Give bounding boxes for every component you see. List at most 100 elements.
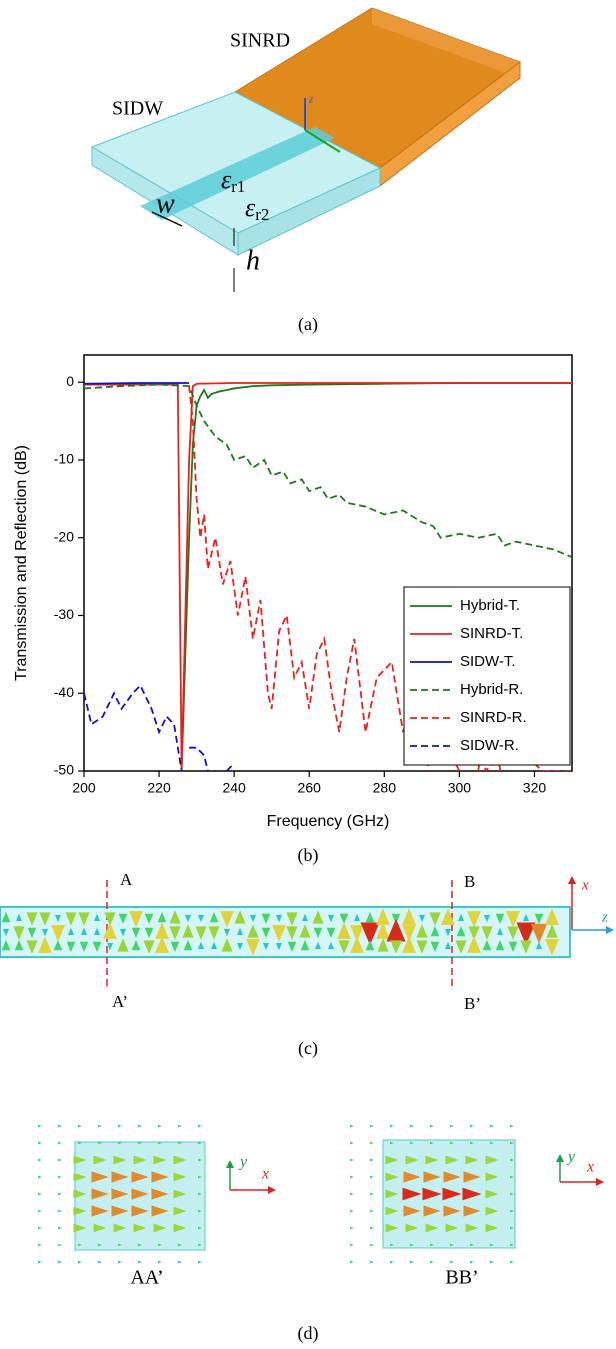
field-arrow bbox=[178, 1260, 182, 1264]
field-arrow bbox=[73, 1223, 87, 1233]
field-arrow bbox=[370, 1192, 374, 1196]
field-arrow bbox=[360, 922, 380, 946]
field-arrow bbox=[39, 912, 51, 926]
x-tick-label: 200 bbox=[72, 780, 96, 796]
field-arrow bbox=[151, 1171, 169, 1183]
label-sinrd: SINRD bbox=[230, 30, 290, 52]
field-arrow bbox=[545, 908, 559, 925]
field-arrow bbox=[386, 918, 406, 942]
field-arrow bbox=[27, 927, 37, 939]
field-arrow bbox=[169, 926, 181, 940]
field-arrow bbox=[113, 1223, 127, 1233]
axis-label: y bbox=[566, 1149, 576, 1166]
legend-label: SIDW-R. bbox=[460, 737, 519, 754]
field-arrow bbox=[468, 926, 480, 940]
field-arrow bbox=[490, 1260, 494, 1264]
field-arrow bbox=[58, 1260, 62, 1264]
field-arrow bbox=[185, 915, 191, 923]
axis-label: z bbox=[308, 94, 314, 106]
field-arrow bbox=[208, 926, 220, 940]
field-arrow bbox=[510, 1141, 514, 1145]
field-arrow bbox=[485, 1223, 499, 1233]
field-arrow bbox=[445, 1223, 459, 1233]
field-arrow bbox=[390, 1260, 394, 1264]
field-arrow bbox=[81, 927, 87, 935]
field-arrow bbox=[118, 1260, 122, 1264]
field-arrow bbox=[58, 1243, 62, 1247]
field-arrow bbox=[173, 1206, 187, 1216]
field-arrow bbox=[93, 1155, 107, 1165]
field-arrow bbox=[423, 1171, 441, 1183]
field-arrow bbox=[104, 912, 116, 926]
field-arrow bbox=[158, 1243, 162, 1247]
field-arrow bbox=[26, 912, 38, 926]
field-arrow bbox=[299, 924, 311, 938]
field-arrow bbox=[209, 911, 219, 923]
field-arrow bbox=[510, 1158, 514, 1162]
field-arrow bbox=[198, 1209, 202, 1213]
field-arrow bbox=[315, 941, 321, 949]
field-arrow bbox=[263, 943, 269, 951]
field-arrow bbox=[443, 1171, 461, 1183]
field-arrow bbox=[38, 1243, 42, 1247]
field-arrow bbox=[465, 1223, 479, 1233]
series-line bbox=[84, 383, 572, 559]
field-arrow bbox=[508, 941, 518, 953]
field-arrow bbox=[510, 1226, 514, 1230]
field-arrow bbox=[337, 922, 351, 939]
y-tick-label: 0 bbox=[66, 373, 74, 389]
field-arrow bbox=[276, 943, 282, 951]
field-arrow bbox=[157, 911, 167, 923]
field-arrow bbox=[131, 939, 141, 951]
field-arrow bbox=[338, 940, 350, 954]
field-arrow bbox=[261, 913, 271, 925]
field-arrow bbox=[385, 1206, 399, 1216]
field-arrow bbox=[365, 939, 375, 951]
field-arrow bbox=[94, 927, 100, 935]
label-h: h bbox=[246, 245, 260, 276]
legend-label: SIDW-T. bbox=[460, 653, 516, 670]
field-arrow bbox=[111, 1205, 129, 1217]
label-sidw: SIDW bbox=[112, 98, 163, 120]
field-arrow bbox=[516, 922, 536, 946]
field-arrow bbox=[430, 1141, 434, 1145]
field-arrow bbox=[510, 1260, 514, 1264]
field-arrow bbox=[536, 941, 542, 949]
axis-label: x bbox=[586, 1159, 594, 1176]
field-arrow bbox=[377, 938, 389, 952]
legend-label: SINRD-R. bbox=[460, 709, 527, 726]
field-arrow bbox=[133, 1223, 147, 1233]
field-arrow bbox=[422, 1187, 442, 1201]
field-arrow bbox=[482, 939, 492, 951]
field-arrow bbox=[73, 1189, 87, 1199]
field-arrow bbox=[133, 1155, 147, 1165]
field-arrow bbox=[58, 1192, 62, 1196]
axis-label: x bbox=[261, 1166, 269, 1183]
field-arrow bbox=[129, 911, 143, 928]
field-arrow bbox=[78, 912, 90, 926]
field-arrow bbox=[312, 910, 324, 924]
field-arrow bbox=[276, 915, 282, 923]
y-tick-label: -40 bbox=[54, 684, 74, 700]
field-arrow bbox=[370, 1243, 374, 1247]
field-arrow bbox=[510, 1243, 514, 1247]
field-arrow bbox=[42, 929, 48, 937]
field-arrow bbox=[38, 1260, 42, 1264]
field-arrow bbox=[131, 1171, 149, 1183]
field-arrow bbox=[354, 913, 360, 921]
field-arrow bbox=[272, 925, 286, 942]
field-arrow bbox=[250, 915, 256, 923]
field-arrow bbox=[178, 1243, 182, 1247]
y-tick-label: -20 bbox=[54, 528, 74, 544]
field-arrow bbox=[430, 925, 440, 937]
field-arrow bbox=[402, 908, 416, 925]
field-arrow bbox=[385, 1155, 399, 1165]
field-arrow bbox=[545, 939, 559, 956]
field-arrow bbox=[1, 911, 11, 923]
field-arrow bbox=[247, 924, 259, 938]
axis-arrow bbox=[304, 129, 341, 153]
field-arrow bbox=[510, 1192, 514, 1196]
label-eps-r1: εr1 bbox=[221, 165, 245, 196]
field-arrow bbox=[38, 1124, 42, 1128]
field-arrow bbox=[495, 939, 505, 951]
